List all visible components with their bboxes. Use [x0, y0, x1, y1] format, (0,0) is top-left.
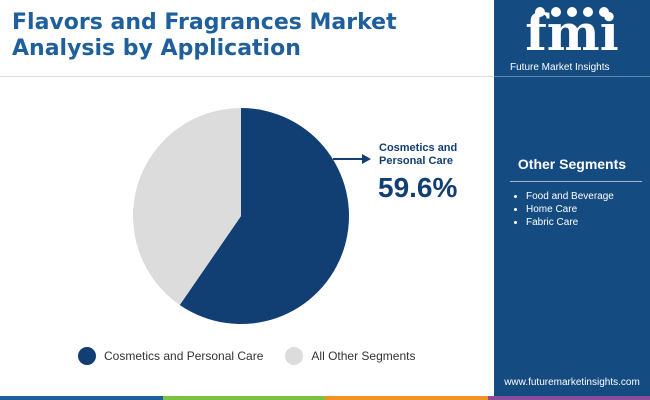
fmi-logo-icon: fmi [525, 3, 618, 62]
logo-dot-icon [599, 7, 609, 17]
callout-arrow-head [362, 154, 371, 164]
callout-label-line-1: Cosmetics and [379, 142, 458, 154]
legend-item-cosmetics: Cosmetics and Personal Care [78, 347, 263, 365]
page-title: Flavors and Fragrances Market Analysis b… [12, 10, 482, 62]
brand-name: Future Market Insights [510, 62, 610, 73]
logo-dot-icon [551, 7, 561, 17]
bottom-bar-segment [325, 396, 488, 400]
logo-dot-icon [583, 7, 593, 17]
pie-slice-0 [179, 108, 349, 325]
chart-legend: Cosmetics and Personal Care All Other Se… [78, 347, 437, 365]
title-divider [0, 76, 494, 77]
other-segments-list: Food and Beverage Home Care Fabric Care [514, 190, 614, 229]
legend-item-other: All Other Segments [285, 347, 415, 365]
legend-label-other: All Other Segments [311, 349, 416, 363]
bottom-bar-segment [487, 396, 650, 400]
legend-label-cosmetics: Cosmetics and Personal Care [104, 349, 264, 363]
bottom-bar-segment [0, 396, 163, 400]
logo-dot-icon [535, 7, 545, 17]
other-segments-divider [510, 181, 642, 182]
website-link[interactable]: www.futuremarketinsights.com [504, 377, 640, 388]
legend-swatch-secondary [285, 347, 304, 365]
callout-label-line-2: Personal Care [379, 155, 453, 167]
brand-logo: fmi Future Market Insights [494, 0, 650, 77]
sidebar: fmi Future Market Insights Other Segment… [494, 0, 650, 400]
legend-swatch-primary [78, 347, 96, 365]
title-line-1: Flavors and Fragrances Market [12, 10, 397, 35]
list-item: Food and Beverage [526, 190, 614, 203]
callout-label: Cosmetics and Personal Care [379, 142, 457, 168]
bottom-bar-segment [162, 396, 325, 400]
bottom-color-bar [0, 396, 650, 400]
pie-slice-1 [133, 108, 241, 305]
other-segments-heading: Other Segments [517, 156, 627, 172]
callout-value: 59.6% [378, 172, 458, 203]
list-item: Fabric Care [526, 216, 614, 229]
title-line-2: Analysis by Application [12, 36, 301, 61]
logo-dot-icon [567, 7, 577, 17]
list-item: Home Care [526, 203, 614, 216]
